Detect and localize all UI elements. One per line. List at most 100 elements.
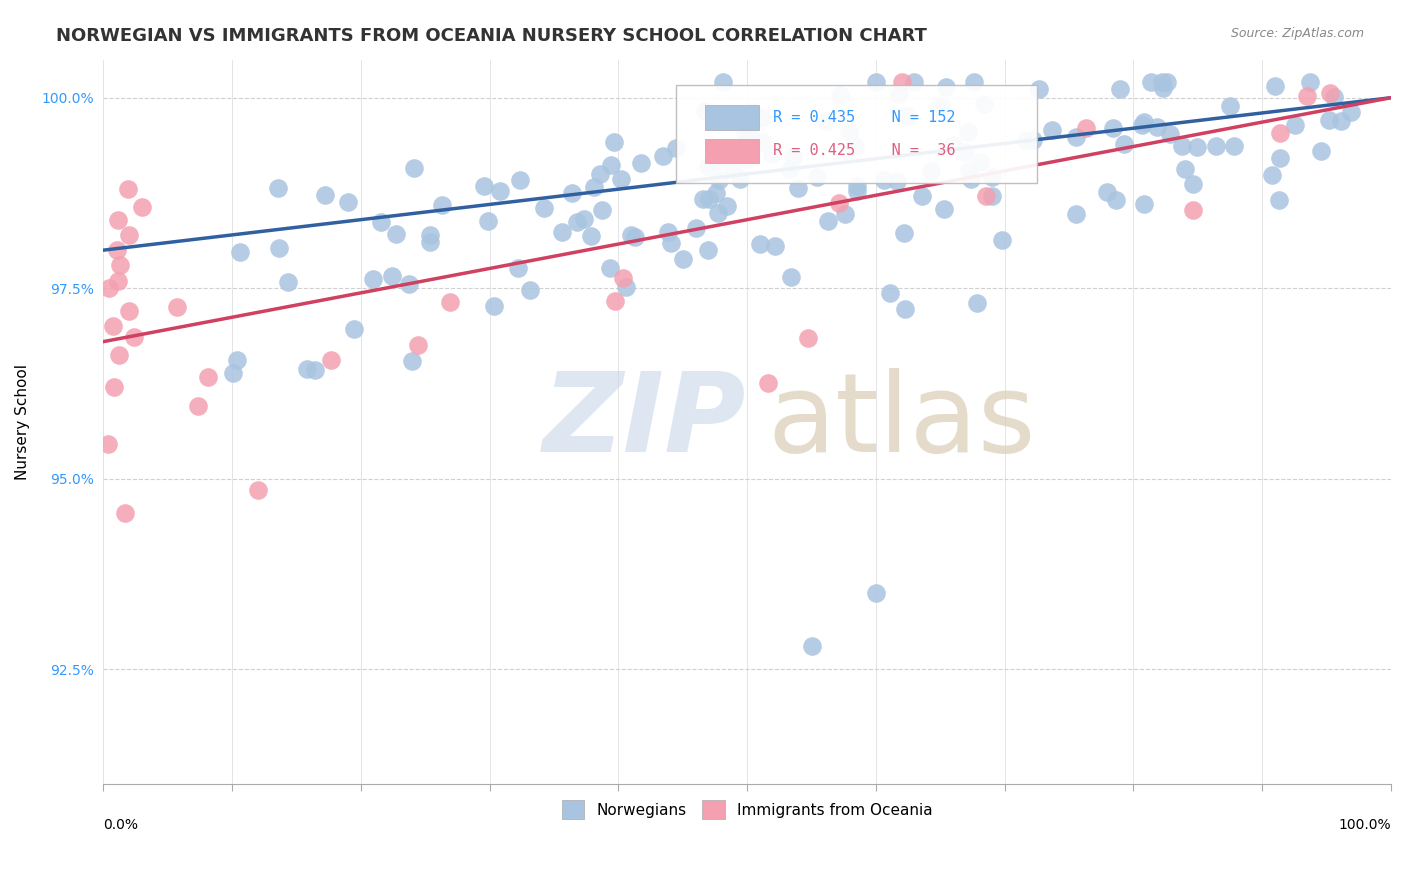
Point (685, 220, 707, 235)
Point (572, 212, 595, 227)
Point (932, 202, 955, 216)
Text: Source: ZipAtlas.com: Source: ZipAtlas.com (1230, 27, 1364, 40)
Point (815, 113, 838, 128)
Point (800, 640, 823, 654)
Point (657, 225, 679, 239)
Text: 0.0%: 0.0% (104, 818, 138, 832)
Point (761, 147, 783, 161)
Point (1105, 193, 1128, 207)
Point (117, 227, 139, 242)
Point (738, 124, 761, 138)
Point (1074, 121, 1097, 136)
Point (779, 161, 801, 176)
Point (319, 352, 342, 367)
Point (1298, 75, 1320, 89)
Point (903, 75, 925, 89)
Point (834, 207, 856, 221)
Point (1139, 75, 1161, 89)
Point (226, 353, 249, 368)
Point (605, 294, 627, 309)
Point (1268, 126, 1291, 140)
Point (361, 271, 384, 285)
Point (630, 155, 652, 169)
Point (845, 178, 868, 193)
Point (222, 366, 245, 380)
Point (1295, 89, 1317, 103)
Point (963, 75, 986, 89)
Point (1064, 207, 1087, 221)
Point (489, 184, 512, 198)
Point (565, 215, 588, 229)
Point (1152, 75, 1174, 89)
Point (956, 125, 979, 139)
Point (728, 171, 751, 186)
Bar (704, 105, 759, 130)
Point (1133, 115, 1156, 129)
Point (828, 88, 851, 103)
Point (865, 75, 887, 89)
Point (711, 75, 734, 89)
Point (1319, 87, 1341, 101)
Point (704, 186, 727, 200)
Point (419, 227, 441, 242)
Point (97, 436, 120, 450)
Point (599, 260, 621, 275)
Point (1064, 130, 1087, 145)
Point (1219, 98, 1241, 112)
Point (969, 155, 991, 169)
Point (709, 173, 731, 187)
Point (579, 228, 602, 243)
Point (693, 103, 716, 118)
Point (117, 182, 139, 196)
Point (817, 214, 839, 228)
Text: ZIP: ZIP (543, 368, 747, 475)
Point (591, 202, 613, 217)
Point (1330, 114, 1353, 128)
Text: 100.0%: 100.0% (1339, 818, 1391, 832)
Point (1173, 161, 1195, 176)
Point (935, 79, 957, 94)
Point (991, 233, 1014, 247)
Point (957, 164, 980, 178)
Point (1114, 136, 1136, 151)
Point (735, 152, 758, 166)
Point (728, 146, 751, 161)
Point (1171, 139, 1194, 153)
Point (398, 277, 420, 292)
Point (277, 275, 299, 289)
Point (381, 268, 404, 283)
Text: atlas: atlas (768, 368, 1036, 475)
Point (304, 362, 326, 376)
Point (782, 150, 804, 164)
Point (665, 141, 688, 155)
Point (166, 300, 188, 314)
Point (844, 139, 866, 153)
Point (1014, 133, 1036, 147)
Point (105, 243, 128, 257)
Point (716, 199, 738, 213)
Point (1181, 203, 1204, 218)
Point (1268, 152, 1291, 166)
Point (370, 215, 392, 229)
Point (610, 172, 633, 186)
Point (1022, 133, 1045, 147)
Point (551, 226, 574, 240)
Point (1317, 112, 1340, 127)
Point (114, 506, 136, 520)
Point (891, 75, 914, 89)
Point (1040, 123, 1063, 137)
Point (267, 241, 290, 255)
Point (1205, 139, 1227, 153)
Point (343, 322, 366, 336)
Point (692, 192, 714, 206)
Point (787, 181, 810, 195)
Point (741, 105, 763, 120)
Point (846, 184, 869, 198)
Point (477, 214, 499, 228)
Point (942, 137, 965, 152)
Point (1152, 80, 1174, 95)
Point (401, 353, 423, 368)
Point (1182, 177, 1205, 191)
Point (561, 186, 583, 200)
Point (588, 167, 610, 181)
